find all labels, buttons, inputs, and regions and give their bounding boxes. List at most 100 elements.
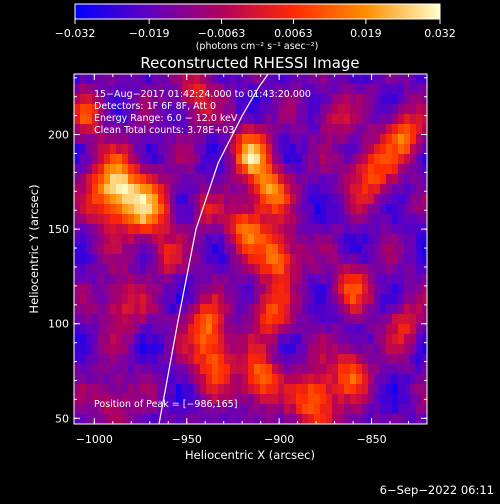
heatmap-cell: [194, 304, 201, 315]
heatmap-cell: [242, 194, 249, 205]
heatmap-cell: [80, 264, 87, 275]
info-energy-range: Energy Range: 6.0 − 12.0 keV: [94, 113, 238, 124]
heatmap-cell: [308, 344, 315, 355]
heatmap-cell: [146, 364, 153, 375]
heatmap-cell: [110, 184, 117, 195]
heatmap-cell: [344, 114, 351, 125]
heatmap-cell: [368, 224, 375, 235]
heatmap-cell: [110, 244, 117, 255]
heatmap-cell: [230, 254, 237, 265]
heatmap-cell: [200, 214, 207, 225]
heatmap-cell: [122, 334, 129, 345]
heatmap-cell: [302, 104, 309, 115]
heatmap-cell: [362, 124, 369, 135]
heatmap-cell: [374, 74, 381, 85]
heatmap-cell: [266, 164, 273, 175]
heatmap-cell: [278, 184, 285, 195]
heatmap-cell: [134, 134, 141, 145]
heatmap-cell: [380, 224, 387, 235]
heatmap-cell: [254, 324, 261, 335]
heatmap-cell: [308, 384, 315, 395]
heatmap-cell: [152, 304, 159, 315]
heatmap-cell: [188, 164, 195, 175]
heatmap-cell: [86, 74, 93, 85]
heatmap-cell: [350, 94, 357, 105]
heatmap-cell: [368, 94, 375, 105]
heatmap-cell: [314, 254, 321, 265]
heatmap-cell: [308, 214, 315, 225]
heatmap-cell: [290, 84, 297, 95]
heatmap-cell: [278, 194, 285, 205]
heatmap-cell: [302, 244, 309, 255]
heatmap-cell: [218, 304, 225, 315]
heatmap-cell: [410, 214, 417, 225]
heatmap-cell: [182, 254, 189, 265]
heatmap-cell: [266, 404, 273, 415]
heatmap-cell: [122, 364, 129, 375]
heatmap-cell: [314, 304, 321, 315]
heatmap-cell: [206, 284, 213, 295]
heatmap-cell: [224, 104, 231, 115]
heatmap-cell: [344, 174, 351, 185]
heatmap-cell: [104, 114, 111, 125]
heatmap-cell: [422, 104, 427, 115]
heatmap-cell: [104, 394, 111, 405]
heatmap-cell: [236, 184, 243, 195]
heatmap-cell: [110, 144, 117, 155]
heatmap-cell: [212, 114, 219, 125]
heatmap-cell: [386, 384, 393, 395]
heatmap-cell: [92, 124, 99, 135]
heatmap-cell: [248, 194, 255, 205]
heatmap-cell: [320, 394, 327, 405]
heatmap-cell: [326, 374, 333, 385]
heatmap-cell: [374, 84, 381, 95]
heatmap-cell: [230, 154, 237, 165]
heatmap-cell: [146, 184, 153, 195]
heatmap-cell: [152, 404, 159, 415]
heatmap-cell: [176, 274, 183, 285]
heatmap-cell: [380, 374, 387, 385]
heatmap-cell: [74, 144, 81, 155]
heatmap-cell: [206, 294, 213, 305]
heatmap-cell: [104, 134, 111, 145]
heatmap-cell: [362, 204, 369, 215]
heatmap-cell: [332, 174, 339, 185]
heatmap-cell: [350, 184, 357, 195]
heatmap-cell: [284, 364, 291, 375]
heatmap-cell: [158, 294, 165, 305]
heatmap-cell: [200, 334, 207, 345]
heatmap-cell: [236, 404, 243, 415]
heatmap-cell: [200, 294, 207, 305]
heatmap-cell: [152, 384, 159, 395]
heatmap-cell: [74, 244, 81, 255]
heatmap-cell: [338, 314, 345, 325]
heatmap-cell: [272, 74, 279, 85]
heatmap-cell: [164, 114, 171, 125]
heatmap-cell: [176, 134, 183, 145]
heatmap-cell: [158, 264, 165, 275]
heatmap-cell: [374, 374, 381, 385]
heatmap-cell: [398, 344, 405, 355]
heatmap-cell: [416, 304, 423, 315]
colorbar-tick-label: 0.0063: [274, 27, 313, 40]
heatmap-cell: [398, 414, 405, 424]
heatmap-cell: [116, 314, 123, 325]
heatmap-cell: [356, 254, 363, 265]
heatmap-cell: [122, 354, 129, 365]
heatmap-cell: [320, 264, 327, 275]
heatmap-cell: [140, 404, 147, 415]
plot-frame: [73, 73, 428, 425]
heatmap-cell: [182, 314, 189, 325]
heatmap-cell: [146, 334, 153, 345]
heatmap-cell: [230, 244, 237, 255]
heatmap-cell: [278, 74, 285, 85]
heatmap-cell: [194, 274, 201, 285]
heatmap-cell: [218, 144, 225, 155]
heatmap-cell: [206, 374, 213, 385]
heatmap-cell: [350, 304, 357, 315]
heatmap-cell: [350, 114, 357, 125]
heatmap-cell: [200, 144, 207, 155]
heatmap-cell: [236, 124, 243, 135]
heatmap-cell: [290, 74, 297, 85]
heatmap-cell: [110, 304, 117, 315]
